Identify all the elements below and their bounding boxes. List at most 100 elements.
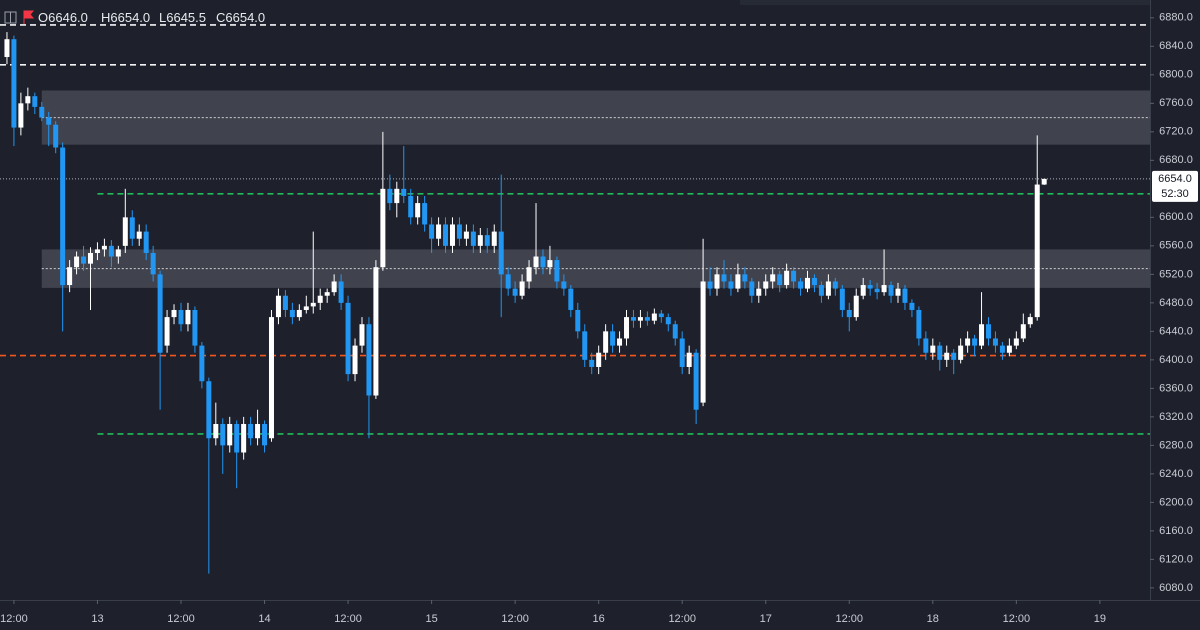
candle-body (359, 324, 365, 346)
candle-body (4, 39, 10, 58)
candle-body (721, 274, 727, 282)
candle-body (456, 224, 462, 239)
y-tick-label: 6360.0 (1159, 382, 1193, 394)
candle-body (1013, 338, 1019, 346)
candle-body (700, 281, 706, 403)
candle-body (554, 260, 560, 282)
ohlc-item: H6654.0 (101, 10, 150, 25)
candle-body (11, 39, 17, 128)
candle-body (575, 309, 581, 332)
x-tick-label: 12:00 (167, 613, 195, 625)
candle-body (902, 288, 908, 303)
candle-body (415, 203, 421, 218)
y-tick-label: 6440.0 (1159, 325, 1193, 337)
candle-body (505, 274, 511, 289)
candle-body (798, 281, 804, 289)
candle-body (164, 317, 170, 346)
candle-body (366, 324, 372, 396)
candle-body (387, 188, 393, 204)
candle-body (568, 288, 574, 310)
candle-body (39, 106, 45, 118)
candle-body (644, 317, 650, 321)
candle-body (999, 345, 1005, 353)
candle-body (965, 338, 971, 346)
candle-body (707, 281, 713, 289)
y-tick-label: 6320.0 (1159, 411, 1193, 423)
candle-body (255, 423, 261, 439)
x-tick-label: 19 (1094, 613, 1106, 625)
candle-body (32, 96, 38, 107)
y-tick-label: 6160.0 (1159, 525, 1193, 537)
candle-body (846, 309, 852, 318)
candle-body (87, 252, 93, 264)
candle-body (617, 338, 623, 346)
candle-body (979, 324, 985, 346)
candle-body (561, 281, 567, 289)
candle-body (756, 288, 762, 296)
candle-body (241, 423, 247, 453)
y-tick-label: 6120.0 (1159, 553, 1193, 565)
candle-body (268, 317, 274, 439)
x-tick-label: 12:00 (501, 613, 529, 625)
candle-body (714, 274, 720, 289)
zones (41, 90, 1150, 288)
y-tick-label: 6480.0 (1159, 297, 1193, 309)
candle-body (672, 324, 678, 339)
last-price-label: 6654.0 (1158, 173, 1192, 185)
candle-body (1006, 345, 1012, 353)
candle-body (352, 345, 358, 375)
candle-body (463, 231, 469, 239)
candle-body (429, 224, 435, 239)
candle-body (992, 338, 998, 346)
ohlc-value: 6645.5 (166, 10, 206, 25)
candle-body (1020, 324, 1026, 339)
y-tick-label: 6520.0 (1159, 268, 1193, 280)
candle-body (958, 345, 964, 360)
x-tick-label: 17 (760, 613, 772, 625)
candle-body (338, 281, 344, 303)
ohlc-key: L (159, 10, 166, 25)
candle-body (749, 281, 755, 296)
flag-icon[interactable] (23, 10, 35, 24)
candle-body (436, 224, 442, 239)
candle-body (944, 352, 950, 360)
candle-body (303, 306, 309, 310)
candle-body (874, 288, 880, 293)
x-tick-label: 14 (258, 613, 270, 625)
y-tick-label: 6800.0 (1159, 69, 1193, 81)
y-tick-label: 6400.0 (1159, 354, 1193, 366)
candle-body (805, 277, 811, 289)
candle-body (679, 338, 685, 367)
candle-body (178, 309, 184, 325)
candle-body (310, 302, 316, 307)
candle-body (658, 313, 664, 318)
candle-body (686, 352, 692, 367)
candle-body (853, 295, 859, 318)
y-tick-label: 6080.0 (1159, 582, 1193, 594)
candle-body (380, 188, 386, 268)
candle-body (484, 235, 490, 246)
candle-body (811, 277, 817, 286)
candle-body (234, 423, 240, 453)
candle-body (408, 195, 414, 218)
candle-body (171, 309, 177, 318)
x-tick-label: 12:00 (334, 613, 362, 625)
candle-body (443, 224, 449, 246)
y-tick-label: 6880.0 (1159, 12, 1193, 24)
candle-body (1034, 184, 1040, 318)
candle-body (46, 117, 52, 125)
last-price-box (1152, 170, 1198, 202)
candle-body (916, 309, 922, 339)
candle-body (665, 317, 671, 325)
candle-body (589, 359, 595, 367)
candle-body (923, 338, 929, 353)
candle-body (818, 285, 824, 296)
y-tick-label: 6720.0 (1159, 126, 1193, 138)
candle-body (839, 288, 845, 310)
candle-body (53, 124, 59, 148)
candle-body (624, 317, 630, 339)
ohlc-item: C6654.0 (216, 10, 265, 25)
candle-body (94, 249, 100, 253)
